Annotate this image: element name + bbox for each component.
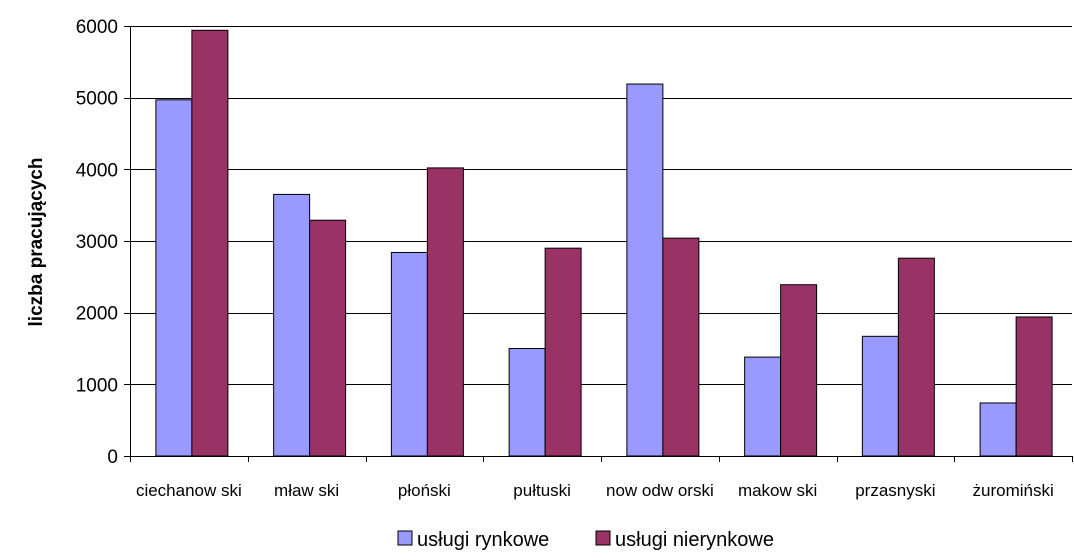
y-tick-label: 3000: [76, 232, 118, 253]
bar-nierynkowe-6: [897, 257, 935, 457]
bar-nierynkowe-7: [1015, 316, 1053, 457]
legend-label-rynkowe: usługi rynkowe: [417, 529, 549, 551]
bar-nierynkowe-3: [544, 247, 582, 457]
y-tick-label: 4000: [76, 160, 118, 181]
bar-rynkowe-1: [273, 193, 311, 457]
bar-rynkowe-0: [155, 99, 193, 457]
y-axis-title: liczba pracujących: [26, 158, 47, 327]
bar-nierynkowe-0: [191, 29, 229, 457]
bar-nierynkowe-5: [780, 284, 818, 457]
x-tick-label: przasnyski: [855, 481, 935, 500]
x-tick-label: żuromiński: [973, 481, 1054, 500]
x-tick-label: pułtuski: [513, 481, 571, 500]
bar-rynkowe-7: [979, 402, 1017, 457]
y-tick-label: 1000: [76, 375, 118, 396]
bar-rynkowe-5: [744, 356, 782, 457]
legend-swatch-nierynkowe: [595, 530, 611, 546]
x-tick-label: mław ski: [274, 481, 339, 500]
x-tick-label: ciechanow ski: [136, 481, 242, 500]
x-tick-label: płoński: [398, 481, 451, 500]
x-tick-label: now odw orski: [606, 481, 714, 500]
bar-rynkowe-6: [861, 335, 899, 457]
bar-rynkowe-2: [390, 251, 428, 457]
y-tick-label: 2000: [76, 304, 118, 325]
x-tick-label: makow ski: [738, 481, 817, 500]
bar-nierynkowe-1: [309, 219, 347, 457]
bar-nierynkowe-4: [662, 237, 700, 457]
y-tick-label: 5000: [76, 89, 118, 110]
legend: usługi rynkowe usługi nierynkowe: [397, 529, 774, 551]
legend-swatch-rynkowe: [397, 530, 413, 546]
y-tick-label: 6000: [76, 17, 118, 38]
x-tick-labels: ciechanow ski mław ski płoński pułtuski now …: [136, 481, 1054, 500]
y-tick-label: 0: [107, 447, 118, 468]
axes: [124, 26, 1073, 462]
bar-nierynkowe-2: [426, 167, 464, 457]
y-tick-labels: 0 1000 2000 3000 4000 5000 6000: [76, 17, 118, 468]
bar-rynkowe-4: [626, 83, 664, 457]
bars: [155, 29, 1053, 457]
bar-rynkowe-3: [508, 348, 546, 457]
legend-label-nierynkowe: usługi nierynkowe: [615, 529, 774, 551]
